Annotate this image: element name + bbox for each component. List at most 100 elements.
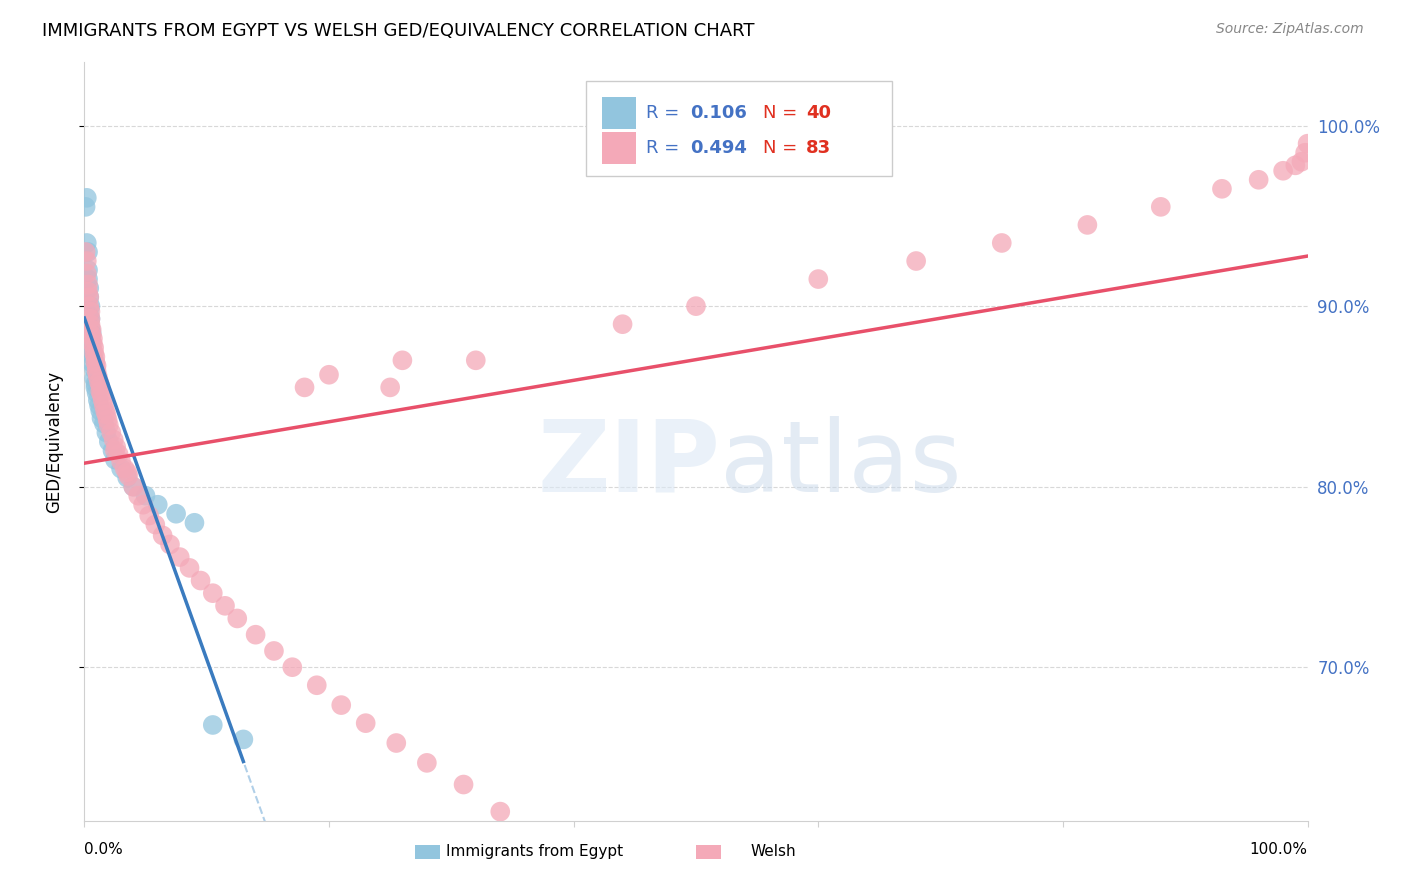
Point <box>79 311 101 326</box>
Point <box>87 369 110 384</box>
Point <box>464 353 486 368</box>
Point <box>104 443 127 458</box>
Point <box>807 272 830 286</box>
Point <box>122 480 145 494</box>
Text: N =: N = <box>763 104 803 122</box>
Point <box>84 376 107 391</box>
Point <box>93 417 115 431</box>
Point <box>79 311 101 326</box>
Point <box>152 528 174 542</box>
Text: N =: N = <box>763 139 803 157</box>
Point <box>82 357 104 371</box>
Point <box>86 385 108 400</box>
Point <box>100 425 122 440</box>
Y-axis label: GED/Equivalency: GED/Equivalency <box>45 370 63 513</box>
Point <box>83 346 105 360</box>
Point <box>86 364 108 378</box>
Point <box>87 375 110 389</box>
Text: ZIP: ZIP <box>537 416 720 513</box>
Point <box>76 267 98 281</box>
Point <box>1076 218 1098 232</box>
Point <box>294 380 316 394</box>
Point <box>80 328 103 343</box>
Point <box>183 516 205 530</box>
Point <box>80 326 103 341</box>
Point <box>75 200 97 214</box>
Point <box>97 418 120 433</box>
Point <box>991 235 1014 250</box>
Point <box>82 350 104 364</box>
Point <box>77 299 100 313</box>
Point <box>79 299 101 313</box>
Point <box>94 404 117 418</box>
Point <box>1211 182 1233 196</box>
Point <box>165 507 187 521</box>
Point <box>77 281 100 295</box>
Point <box>127 489 149 503</box>
Point <box>114 461 136 475</box>
Text: 0.494: 0.494 <box>690 139 747 157</box>
Point <box>354 716 377 731</box>
Point <box>226 611 249 625</box>
Point <box>1291 154 1313 169</box>
Point <box>105 440 128 454</box>
Point <box>281 660 304 674</box>
Point <box>89 404 111 418</box>
Text: R =: R = <box>645 104 685 122</box>
Text: 0.0%: 0.0% <box>84 842 124 857</box>
Point <box>84 355 107 369</box>
Point <box>79 321 101 335</box>
Point <box>84 350 107 364</box>
Point <box>1247 173 1270 187</box>
Point <box>385 736 408 750</box>
Point <box>263 644 285 658</box>
FancyBboxPatch shape <box>602 132 636 164</box>
Point <box>201 586 224 600</box>
Text: 0.106: 0.106 <box>690 104 747 122</box>
Point <box>122 480 145 494</box>
Point <box>97 413 120 427</box>
Text: atlas: atlas <box>720 416 962 513</box>
Point <box>80 323 103 337</box>
Point <box>1150 200 1173 214</box>
Point <box>1284 158 1306 172</box>
Point <box>245 628 267 642</box>
Point <box>77 277 100 292</box>
Point <box>214 599 236 613</box>
Point <box>531 826 554 840</box>
Text: Source: ZipAtlas.com: Source: ZipAtlas.com <box>1216 22 1364 37</box>
Point <box>77 244 100 259</box>
Point <box>453 778 475 792</box>
Point <box>79 304 101 318</box>
Point <box>77 290 100 304</box>
Point <box>305 678 328 692</box>
Point <box>104 452 127 467</box>
Point <box>179 561 201 575</box>
Point <box>76 254 98 268</box>
Point <box>89 378 111 392</box>
Point <box>84 380 107 394</box>
Point <box>905 254 928 268</box>
Point <box>232 732 254 747</box>
Point <box>169 550 191 565</box>
Point <box>87 392 110 407</box>
Point <box>77 272 100 286</box>
Text: 100.0%: 100.0% <box>1250 842 1308 857</box>
Point <box>612 317 634 331</box>
Point <box>96 408 118 422</box>
Point <box>90 411 112 425</box>
Point <box>97 434 120 449</box>
Point <box>75 244 97 259</box>
Point <box>103 433 125 447</box>
Point <box>83 341 105 355</box>
Text: 83: 83 <box>806 139 831 157</box>
Point <box>86 359 108 373</box>
Point <box>115 465 138 479</box>
Point <box>76 235 98 250</box>
Point <box>159 537 181 551</box>
Point <box>117 468 139 483</box>
Text: Welsh: Welsh <box>751 845 796 859</box>
Point <box>132 498 155 512</box>
Point <box>82 337 104 351</box>
Point <box>489 805 512 819</box>
